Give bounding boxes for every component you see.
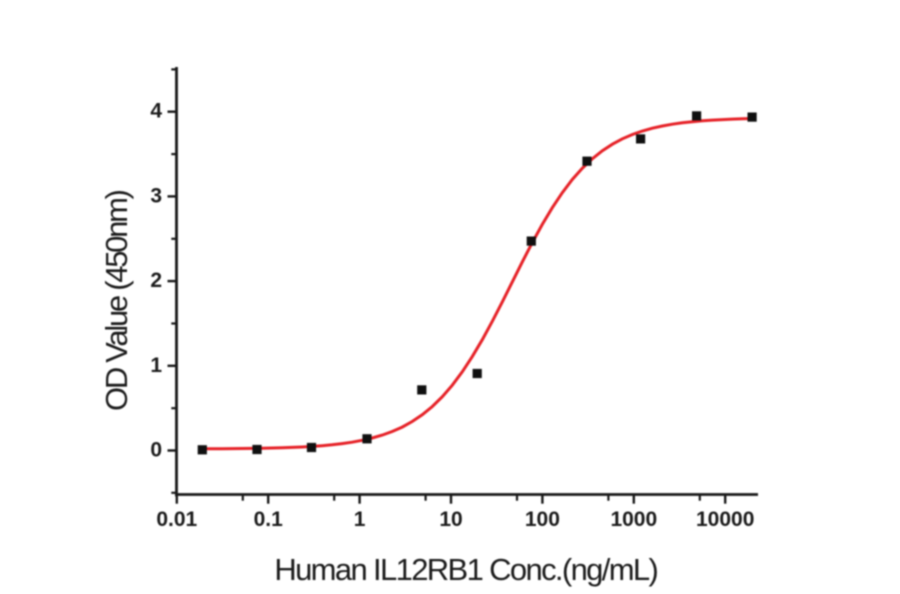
svg-text:4: 4 — [150, 100, 162, 123]
svg-text:OD Value (450nm): OD Value (450nm) — [99, 189, 134, 411]
svg-text:1000: 1000 — [610, 508, 657, 531]
svg-text:10: 10 — [439, 508, 462, 531]
svg-text:3: 3 — [150, 184, 162, 207]
svg-text:2: 2 — [150, 269, 162, 292]
svg-text:Human IL12RB1 Conc.(ng/mL): Human IL12RB1 Conc.(ng/mL) — [274, 552, 658, 587]
svg-text:1: 1 — [354, 508, 366, 531]
svg-text:10000: 10000 — [696, 508, 754, 531]
svg-text:0.01: 0.01 — [156, 508, 197, 531]
svg-text:1: 1 — [150, 354, 162, 377]
svg-text:100: 100 — [525, 508, 560, 531]
svg-text:0.1: 0.1 — [254, 508, 284, 531]
svg-text:0: 0 — [150, 439, 162, 462]
